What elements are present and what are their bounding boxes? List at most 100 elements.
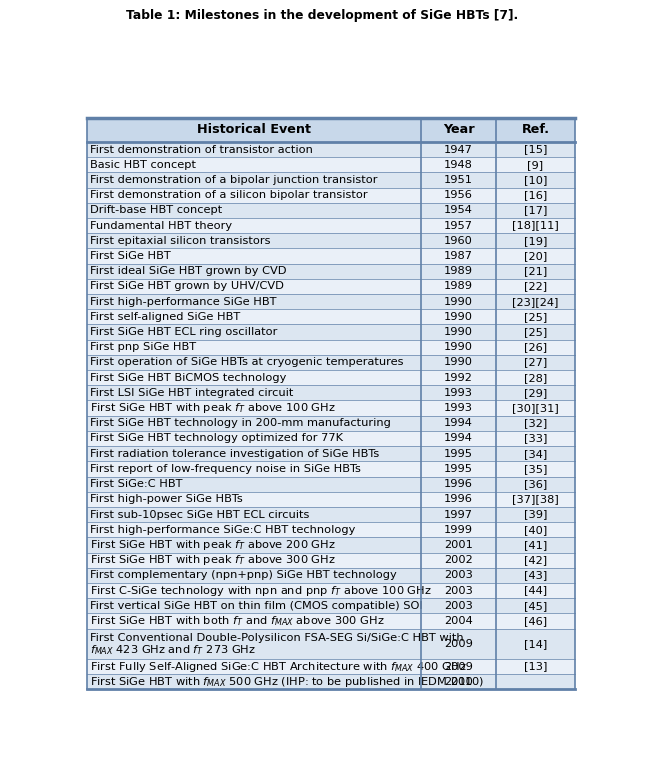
- Text: [45]: [45]: [524, 601, 547, 611]
- Text: First demonstration of a bipolar junction transistor: First demonstration of a bipolar junctio…: [90, 175, 377, 185]
- Bar: [86, 248, 575, 264]
- Text: [19]: [19]: [524, 236, 547, 246]
- Text: 1989: 1989: [444, 266, 473, 276]
- Text: 2009: 2009: [444, 639, 473, 649]
- Text: [18][11]: [18][11]: [512, 221, 559, 231]
- Text: First SiGe HBT with peak $f_T$ above 200 GHz: First SiGe HBT with peak $f_T$ above 200…: [90, 538, 336, 552]
- Bar: [86, 629, 575, 659]
- Text: [39]: [39]: [524, 509, 547, 519]
- Text: 1994: 1994: [444, 434, 473, 444]
- Text: 2003: 2003: [444, 586, 473, 596]
- Text: First SiGe HBT: First SiGe HBT: [90, 251, 171, 261]
- Text: Ref.: Ref.: [521, 123, 550, 136]
- Text: [16]: [16]: [524, 190, 547, 200]
- Text: [40]: [40]: [524, 525, 547, 535]
- Text: 2001: 2001: [444, 540, 473, 550]
- Text: [41]: [41]: [524, 540, 547, 550]
- Bar: [86, 400, 575, 416]
- Text: 2003: 2003: [444, 601, 473, 611]
- Text: Historical Event: Historical Event: [197, 123, 311, 136]
- Text: [9]: [9]: [528, 160, 544, 170]
- Bar: [86, 233, 575, 248]
- Text: 1993: 1993: [444, 388, 473, 398]
- Text: [25]: [25]: [524, 312, 547, 322]
- Text: 1990: 1990: [444, 357, 473, 367]
- Bar: [86, 264, 575, 278]
- Bar: [86, 461, 575, 477]
- Text: First SiGe HBT BiCMOS technology: First SiGe HBT BiCMOS technology: [90, 373, 286, 383]
- Bar: [86, 339, 575, 355]
- Text: 1947: 1947: [444, 144, 473, 154]
- Text: 1989: 1989: [444, 282, 473, 292]
- Bar: [86, 522, 575, 537]
- Text: First epitaxial silicon transistors: First epitaxial silicon transistors: [90, 236, 271, 246]
- Text: [15]: [15]: [524, 144, 547, 154]
- Text: First demonstration of a silicon bipolar transistor: First demonstration of a silicon bipolar…: [90, 190, 368, 200]
- Bar: [86, 324, 575, 339]
- Text: 1997: 1997: [444, 509, 473, 519]
- Text: 1995: 1995: [444, 448, 473, 459]
- Text: [20]: [20]: [524, 251, 547, 261]
- Text: [14]: [14]: [524, 639, 547, 649]
- Text: 2003: 2003: [444, 570, 473, 580]
- Text: 1951: 1951: [444, 175, 473, 185]
- Bar: [86, 552, 575, 568]
- Text: [44]: [44]: [524, 586, 547, 596]
- Bar: [86, 416, 575, 431]
- Text: First SiGe HBT technology optimized for 77K: First SiGe HBT technology optimized for …: [90, 434, 343, 444]
- Text: First SiGe HBT with both $f_T$ and $f_{MAX}$ above 300 GHz: First SiGe HBT with both $f_T$ and $f_{M…: [90, 614, 384, 628]
- Text: 1994: 1994: [444, 418, 473, 428]
- Text: 1990: 1990: [444, 312, 473, 322]
- Text: [21]: [21]: [524, 266, 547, 276]
- Bar: [86, 218, 575, 233]
- Bar: [86, 537, 575, 552]
- Bar: [86, 142, 575, 157]
- Bar: [86, 613, 575, 629]
- Text: [37][38]: [37][38]: [512, 495, 559, 505]
- Text: First SiGe HBT with peak $f_T$ above 100 GHz: First SiGe HBT with peak $f_T$ above 100…: [90, 401, 336, 415]
- Bar: [86, 309, 575, 324]
- Text: [35]: [35]: [524, 464, 547, 474]
- Text: First vertical SiGe HBT on thin film (CMOS compatible) SOI: First vertical SiGe HBT on thin film (CM…: [90, 601, 423, 611]
- Text: First self-aligned SiGe HBT: First self-aligned SiGe HBT: [90, 312, 241, 322]
- Text: Fundamental HBT theory: Fundamental HBT theory: [90, 221, 232, 231]
- Bar: [86, 659, 575, 674]
- Text: 1990: 1990: [444, 327, 473, 337]
- Text: [43]: [43]: [524, 570, 547, 580]
- Text: [32]: [32]: [524, 418, 547, 428]
- Text: First radiation tolerance investigation of SiGe HBTs: First radiation tolerance investigation …: [90, 448, 379, 459]
- Text: First Fully Self-Aligned SiGe:C HBT Architecture with $f_{MAX}$ 400 GHz: First Fully Self-Aligned SiGe:C HBT Arch…: [90, 660, 467, 674]
- Text: First report of low-frequency noise in SiGe HBTs: First report of low-frequency noise in S…: [90, 464, 361, 474]
- Text: First SiGe HBT grown by UHV/CVD: First SiGe HBT grown by UHV/CVD: [90, 282, 284, 292]
- Text: 1990: 1990: [444, 342, 473, 353]
- Bar: [86, 370, 575, 385]
- Text: 1960: 1960: [444, 236, 473, 246]
- Text: [46]: [46]: [524, 616, 547, 626]
- Bar: [86, 355, 575, 370]
- Text: [30][31]: [30][31]: [512, 403, 559, 413]
- Text: [34]: [34]: [524, 448, 547, 459]
- Text: First SiGe HBT ECL ring oscillator: First SiGe HBT ECL ring oscillator: [90, 327, 277, 337]
- Text: [13]: [13]: [524, 661, 547, 672]
- Text: 1956: 1956: [444, 190, 473, 200]
- Text: First SiGe:C HBT: First SiGe:C HBT: [90, 479, 183, 489]
- Text: 1993: 1993: [444, 403, 473, 413]
- Text: [42]: [42]: [524, 555, 547, 566]
- Bar: [86, 583, 575, 598]
- Text: First SiGe HBT with peak $f_T$ above 300 GHz: First SiGe HBT with peak $f_T$ above 300…: [90, 553, 336, 567]
- Text: 2009: 2009: [444, 661, 473, 672]
- Text: 1996: 1996: [444, 495, 473, 505]
- Bar: [86, 431, 575, 446]
- Bar: [86, 294, 575, 309]
- Bar: [86, 187, 575, 203]
- Text: First high-power SiGe HBTs: First high-power SiGe HBTs: [90, 495, 243, 505]
- Bar: [86, 491, 575, 507]
- Text: [10]: [10]: [524, 175, 547, 185]
- Bar: [86, 118, 575, 142]
- Text: First SiGe HBT with $f_{MAX}$ 500 GHz (IHP: to be published in IEDM 2010): First SiGe HBT with $f_{MAX}$ 500 GHz (I…: [90, 675, 484, 689]
- Text: [33]: [33]: [524, 434, 547, 444]
- Text: First high-performance SiGe HBT: First high-performance SiGe HBT: [90, 296, 277, 307]
- Bar: [86, 674, 575, 690]
- Text: 1995: 1995: [444, 464, 473, 474]
- Text: First high-performance SiGe:C HBT technology: First high-performance SiGe:C HBT techno…: [90, 525, 355, 535]
